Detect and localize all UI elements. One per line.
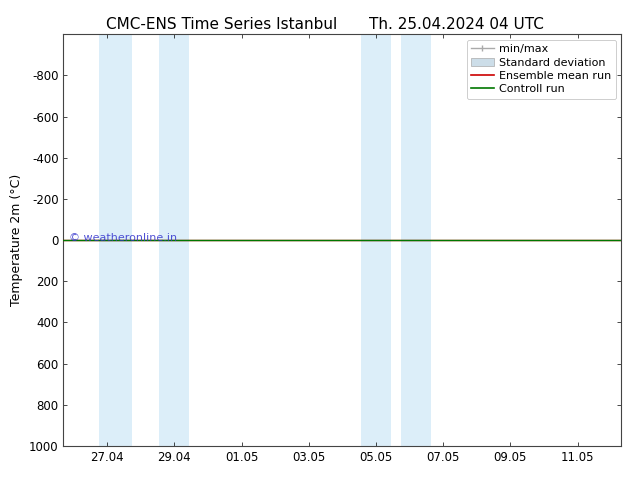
Y-axis label: Temperature 2m (°C): Temperature 2m (°C) (10, 174, 23, 306)
Text: © weatheronline.in: © weatheronline.in (69, 233, 177, 243)
Text: Th. 25.04.2024 04 UTC: Th. 25.04.2024 04 UTC (369, 17, 544, 32)
Bar (361, 34, 391, 446)
Legend: min/max, Standard deviation, Ensemble mean run, Controll run: min/max, Standard deviation, Ensemble me… (467, 40, 616, 99)
Bar (401, 34, 431, 446)
Bar (159, 34, 190, 446)
Bar (99, 34, 133, 446)
Text: CMC-ENS Time Series Istanbul: CMC-ENS Time Series Istanbul (107, 17, 337, 32)
